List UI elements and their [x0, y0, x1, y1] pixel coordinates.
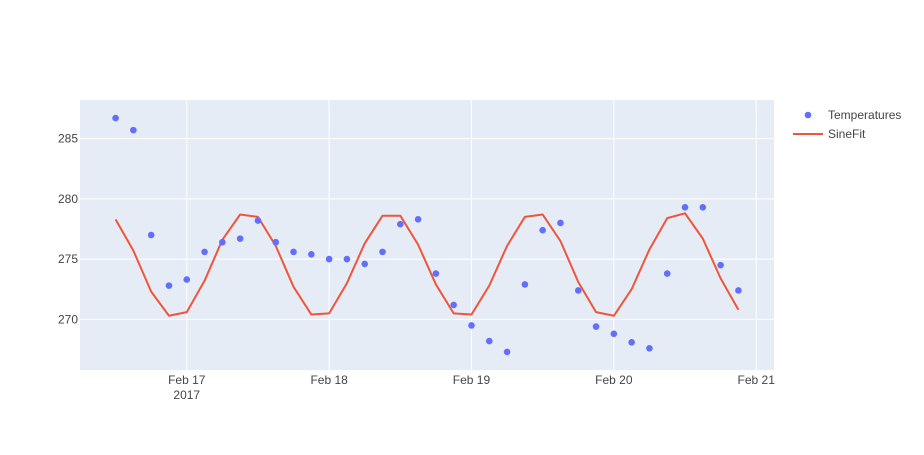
- temperature-point: [539, 226, 546, 234]
- temperature-point: [432, 270, 440, 277]
- temperature-point: [325, 255, 333, 263]
- temperature-point: [308, 250, 315, 258]
- temperature-point: [147, 231, 155, 239]
- plot-background: [80, 100, 774, 370]
- temperature-point: [219, 238, 226, 246]
- temperature-point: [628, 338, 635, 346]
- temperature-point: [574, 287, 582, 294]
- temperatures-series: [112, 114, 742, 356]
- legend-temperatures-label: Temperatures: [828, 108, 901, 122]
- temperature-point: [236, 235, 244, 242]
- y-tick-label: 270: [58, 312, 78, 326]
- legend-item-temperatures[interactable]: Temperatures: [804, 108, 902, 122]
- x-tick-label: Feb 18: [310, 373, 348, 387]
- temperature-point: [663, 270, 671, 277]
- temperature-point: [112, 114, 119, 122]
- temperature-point: [503, 348, 511, 356]
- temperature-point: [290, 248, 297, 256]
- x-tick-label: Feb 21: [738, 373, 776, 387]
- temperature-point: [450, 301, 457, 309]
- legend-sinefit-label: SineFit: [828, 127, 866, 141]
- x-tick-label: Feb 17: [168, 373, 206, 387]
- temperature-point: [183, 276, 191, 283]
- temperature-point: [717, 261, 724, 269]
- y-tick-label: 275: [58, 252, 78, 266]
- legend-temperatures-marker: [804, 111, 812, 119]
- temperature-point: [130, 126, 137, 134]
- y-tick-label: 285: [58, 132, 78, 146]
- temperature-point: [379, 248, 386, 256]
- temperature-point: [485, 337, 493, 345]
- y-tick-label: 280: [58, 192, 78, 206]
- sinefit-line: [114, 212, 740, 317]
- legend[interactable]: Temperatures SineFit: [793, 108, 901, 141]
- temperature-point: [414, 216, 422, 223]
- temperature-point: [735, 287, 742, 294]
- temperature-point: [699, 203, 707, 211]
- sinefit-series: [114, 212, 740, 317]
- temperature-point: [254, 217, 262, 224]
- temperature-point: [397, 220, 404, 228]
- temperature-point: [201, 248, 208, 256]
- grid-lines: [80, 100, 774, 370]
- temperature-point: [646, 345, 653, 352]
- temperature-point: [343, 255, 351, 263]
- legend-item-sinefit[interactable]: SineFit: [793, 127, 866, 141]
- temperature-point: [610, 330, 618, 338]
- x-tick-sublabel: 2017: [173, 388, 200, 402]
- temperature-point: [468, 322, 475, 329]
- x-tick-label: Feb 19: [453, 373, 491, 387]
- temperature-point: [521, 281, 529, 288]
- temperature-point: [361, 260, 369, 268]
- x-tick-label: Feb 20: [595, 373, 633, 387]
- temperature-point: [592, 323, 600, 330]
- temperature-point: [681, 203, 689, 211]
- temperature-point: [557, 219, 564, 227]
- temperature-point: [272, 238, 280, 246]
- temperature-point: [165, 282, 173, 289]
